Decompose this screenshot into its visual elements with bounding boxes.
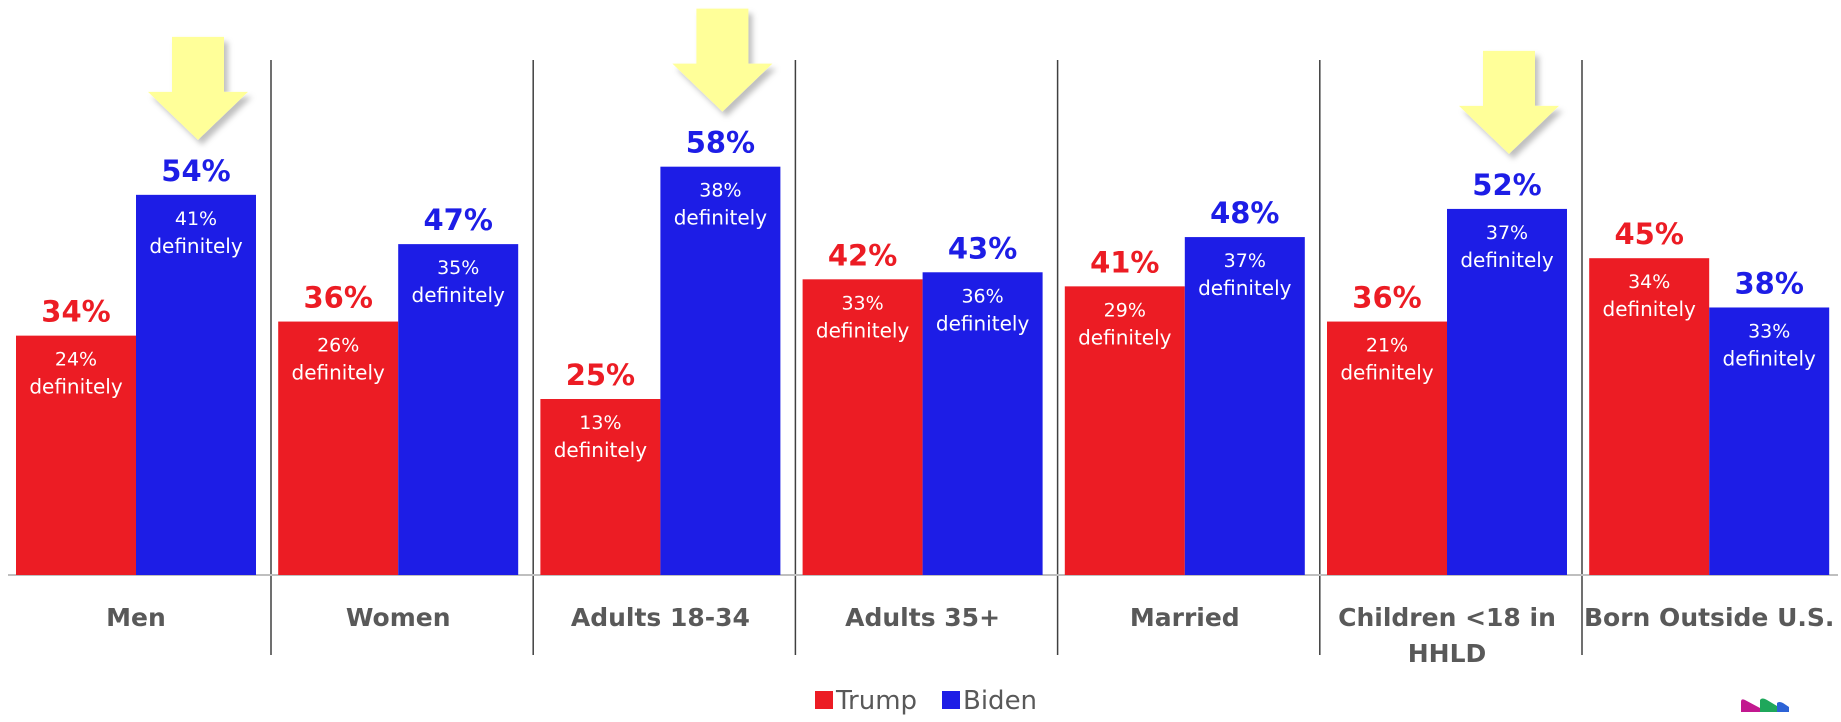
- data-label-biden: 52%: [1472, 168, 1541, 202]
- definitely-value-label: 29%: [1104, 299, 1146, 321]
- bar-trump: [16, 335, 136, 575]
- data-label-trump: 36%: [1352, 281, 1421, 315]
- definitely-word-label: definitely: [1603, 297, 1697, 321]
- definitely-word-label: definitely: [149, 234, 243, 258]
- definitely-word-label: definitely: [29, 375, 123, 399]
- definitely-value-label: 13%: [579, 412, 621, 434]
- definitely-word-label: definitely: [412, 283, 506, 307]
- definitely-value-label: 37%: [1486, 222, 1528, 244]
- bar-trump: [1064, 286, 1185, 575]
- bar-trump: [1589, 258, 1710, 575]
- data-label-biden: 54%: [161, 154, 230, 188]
- definitely-word-label: definitely: [1723, 346, 1817, 370]
- definitely-value-label: 36%: [961, 285, 1003, 307]
- definitely-value-label: 35%: [437, 257, 479, 279]
- data-label-trump: 25%: [566, 358, 635, 392]
- highlight-down-arrow-icon: [148, 36, 248, 140]
- data-label-biden: 47%: [423, 203, 492, 237]
- category-label: Adults 35+: [845, 603, 1000, 632]
- definitely-word-label: definitely: [292, 361, 386, 385]
- category-label: Married: [1130, 603, 1240, 632]
- definitely-value-label: 26%: [317, 335, 359, 357]
- bar-biden: [1709, 307, 1830, 575]
- data-label-biden: 43%: [948, 231, 1017, 265]
- definitely-word-label: definitely: [1340, 361, 1434, 385]
- data-label-biden: 58%: [686, 126, 755, 160]
- category-label: Born Outside U.S.: [1584, 603, 1834, 632]
- definitely-word-label: definitely: [1078, 325, 1172, 349]
- highlight-down-arrow-icon: [1459, 50, 1559, 154]
- data-label-trump: 34%: [41, 295, 110, 329]
- data-label-biden: 48%: [1210, 196, 1279, 230]
- definitely-value-label: 37%: [1224, 250, 1266, 272]
- legend-swatch-biden: [942, 691, 960, 709]
- bar-trump: [540, 399, 661, 575]
- definitely-value-label: 34%: [1628, 271, 1670, 293]
- category-label: Men: [106, 603, 166, 632]
- bar-biden: [398, 244, 519, 575]
- definitely-word-label: definitely: [554, 438, 648, 462]
- legend-label-trump: Trump: [835, 686, 917, 716]
- definitely-value-label: 21%: [1366, 335, 1408, 357]
- category-label: Women: [346, 603, 451, 632]
- definitely-word-label: definitely: [816, 318, 910, 342]
- data-label-trump: 36%: [303, 281, 372, 315]
- definitely-word-label: definitely: [674, 206, 768, 230]
- legend-swatch-trump: [815, 691, 833, 709]
- definitely-value-label: 38%: [699, 180, 741, 202]
- definitely-word-label: definitely: [1198, 276, 1292, 300]
- data-label-trump: 41%: [1090, 245, 1159, 279]
- bar-trump: [1327, 321, 1447, 575]
- bar-biden: [136, 194, 256, 575]
- category-label: Children <18 in: [1338, 603, 1556, 632]
- bar-trump: [278, 321, 399, 575]
- definitely-value-label: 24%: [55, 349, 97, 371]
- category-label: HHLD: [1408, 639, 1487, 668]
- definitely-value-label: 41%: [175, 208, 217, 230]
- definitely-word-label: definitely: [936, 311, 1030, 335]
- definitely-word-label: definitely: [1460, 248, 1554, 272]
- bar-biden: [1447, 208, 1567, 576]
- data-label-trump: 42%: [828, 238, 897, 272]
- data-label-trump: 45%: [1614, 217, 1683, 251]
- data-label-biden: 38%: [1734, 266, 1803, 300]
- legend-label-biden: Biden: [963, 686, 1037, 716]
- definitely-value-label: 33%: [841, 292, 883, 314]
- bar-biden: [1184, 237, 1305, 575]
- bar-biden: [660, 166, 781, 575]
- bar-trump: [802, 279, 923, 575]
- highlight-down-arrow-icon: [672, 8, 773, 112]
- brand-logo: [1741, 698, 1789, 712]
- category-label: Adults 18-34: [571, 603, 750, 632]
- bar-biden: [922, 272, 1043, 575]
- definitely-value-label: 33%: [1748, 320, 1790, 342]
